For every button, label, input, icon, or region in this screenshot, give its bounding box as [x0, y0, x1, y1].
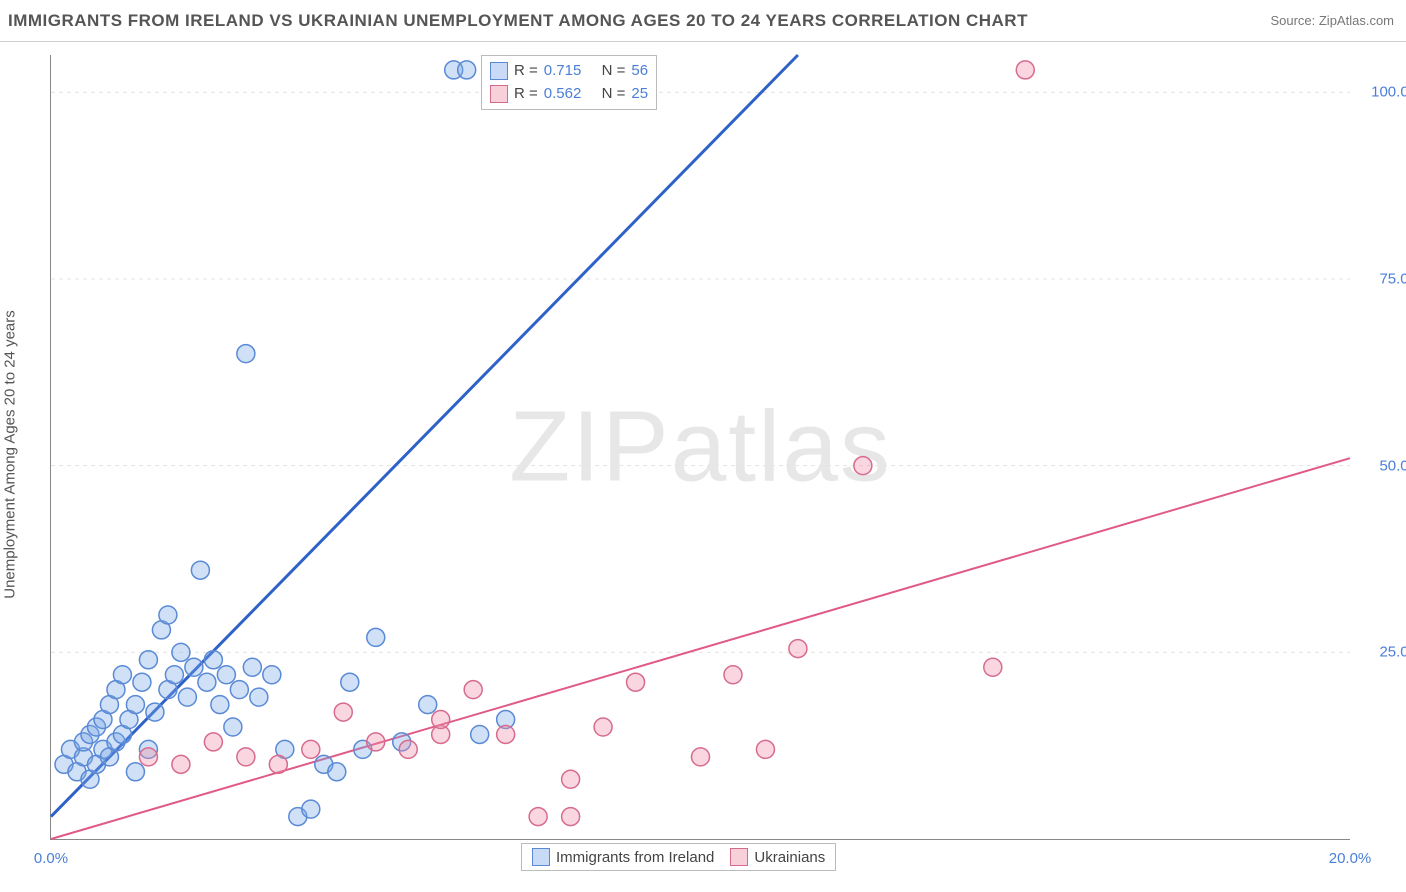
- y-tick-label: 100.0%: [1358, 84, 1406, 101]
- stats-row-pink: R = 0.562 N = 25: [490, 83, 648, 106]
- swatch-blue-icon: [490, 62, 508, 80]
- legend-label-pink: Ukrainians: [754, 849, 825, 866]
- y-tick-label: 50.0%: [1358, 457, 1406, 474]
- y-tick-label: 25.0%: [1358, 644, 1406, 661]
- r-label: R =: [514, 60, 538, 83]
- legend-item-pink: Ukrainians: [730, 848, 825, 866]
- n-label: N =: [602, 83, 626, 106]
- x-tick-label: 20.0%: [1329, 850, 1372, 867]
- n-label: N =: [602, 60, 626, 83]
- y-axis-label: Unemployment Among Ages 20 to 24 years: [2, 310, 19, 599]
- stats-row-blue: R = 0.715 N = 56: [490, 60, 648, 83]
- title-bar: IMMIGRANTS FROM IRELAND VS UKRAINIAN UNE…: [0, 0, 1406, 42]
- r-value-blue: 0.715: [544, 60, 582, 83]
- page-title: IMMIGRANTS FROM IRELAND VS UKRAINIAN UNE…: [8, 11, 1028, 31]
- plot-area: ZIPatlas R = 0.715 N = 56 R = 0.562 N = …: [50, 55, 1350, 840]
- source-label: Source: ZipAtlas.com: [1270, 13, 1394, 28]
- r-label: R =: [514, 83, 538, 106]
- r-value-pink: 0.562: [544, 83, 582, 106]
- n-value-pink: 25: [631, 83, 648, 106]
- swatch-blue-icon: [532, 848, 550, 866]
- n-value-blue: 56: [631, 60, 648, 83]
- legend-item-blue: Immigrants from Ireland: [532, 848, 714, 866]
- legend-label-blue: Immigrants from Ireland: [556, 849, 714, 866]
- stats-legend-box: R = 0.715 N = 56 R = 0.562 N = 25: [481, 55, 657, 110]
- bottom-legend: Immigrants from Ireland Ukrainians: [521, 843, 836, 871]
- scatter-chart: [51, 55, 1350, 839]
- swatch-pink-icon: [490, 85, 508, 103]
- y-tick-label: 75.0%: [1358, 271, 1406, 288]
- swatch-pink-icon: [730, 848, 748, 866]
- x-tick-label: 0.0%: [34, 850, 68, 867]
